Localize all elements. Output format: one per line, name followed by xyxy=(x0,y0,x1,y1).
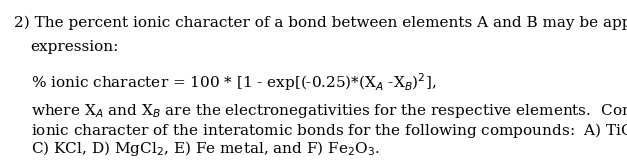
Text: 2) The percent ionic character of a bond between elements A and B may be approxi: 2) The percent ionic character of a bond… xyxy=(14,15,627,30)
Text: C) KCl, D) MgCl$_2$, E) Fe metal, and F) Fe$_2$O$_3$.: C) KCl, D) MgCl$_2$, E) Fe metal, and F)… xyxy=(31,140,379,158)
Text: expression:: expression: xyxy=(31,40,119,54)
Text: where X$_A$ and X$_B$ are the electronegativities for the respective elements.  : where X$_A$ and X$_B$ are the electroneg… xyxy=(31,102,627,120)
Text: ionic character of the interatomic bonds for the following compounds:  A) TiO$_2: ionic character of the interatomic bonds… xyxy=(31,121,627,140)
Text: % ionic character = 100 * [1 - exp[(-0.25)*(X$_A$ -X$_B$)$^2$],: % ionic character = 100 * [1 - exp[(-0.2… xyxy=(31,71,436,93)
